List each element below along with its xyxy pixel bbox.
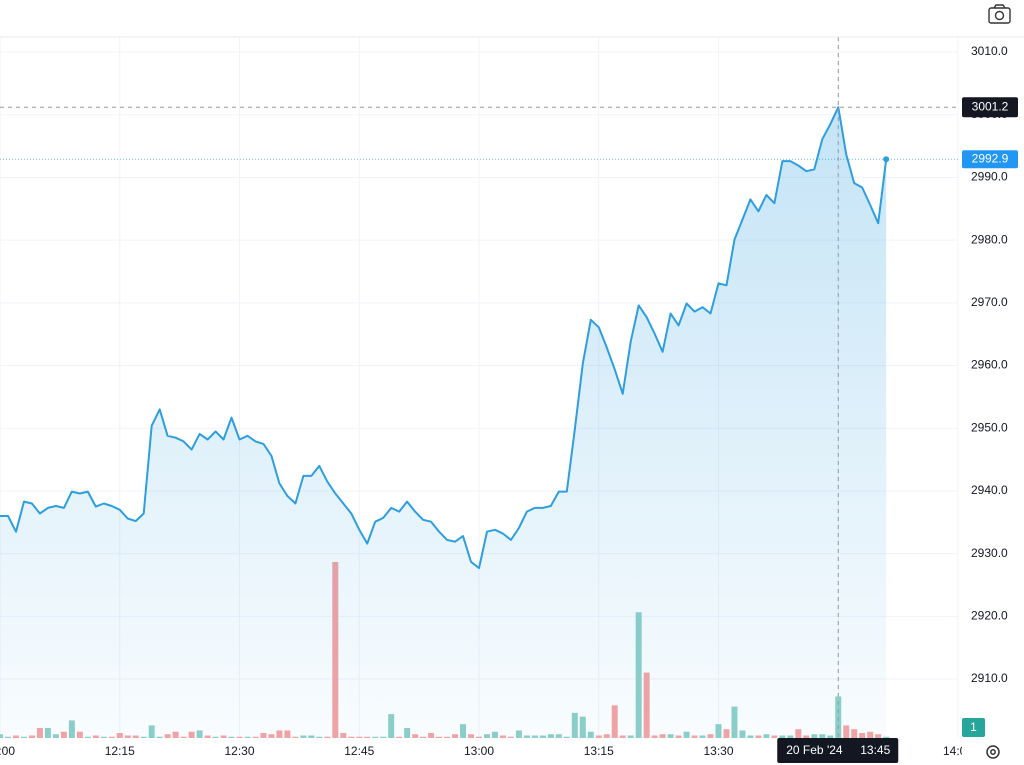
x-tick-label: 12:45 — [344, 744, 374, 758]
y-tick-label: 2990.0 — [971, 170, 1008, 184]
badges: 2992.9 3001.2 20 Feb '24 13:45 1 — [777, 97, 1018, 763]
x-tick-label: 12:15 — [105, 744, 135, 758]
x-tick-label: 13:15 — [584, 744, 614, 758]
x-tick-label: 13:00 — [464, 744, 494, 758]
crosshair-time-label: 13:45 — [860, 743, 890, 757]
x-tick-label: 12:00 — [0, 744, 15, 758]
price-axis-panel — [962, 0, 1024, 765]
crosshair-price-label: 3001.2 — [972, 99, 1009, 113]
price-line — [0, 106, 888, 570]
y-tick-label: 2970.0 — [971, 295, 1008, 309]
volume-badge — [962, 718, 985, 737]
x-tick-label: 12:30 — [224, 744, 254, 758]
volume-badge-label: 1 — [970, 720, 977, 734]
price-layer — [0, 106, 890, 738]
y-tick-label: 2960.0 — [971, 358, 1008, 372]
crosshair-layer — [0, 37, 958, 738]
crosshair-time-badge — [777, 738, 899, 763]
y-tick-label: 2910.0 — [971, 671, 1008, 685]
y-tick-label: 2920.0 — [971, 609, 1008, 623]
y-tick-label: 2950.0 — [971, 420, 1008, 434]
crosshair-date-label: 20 Feb '24 — [786, 743, 843, 757]
price-area — [0, 107, 887, 738]
x-tick-label: 13:30 — [703, 744, 733, 758]
y-tick-label: 3010.0 — [971, 44, 1008, 58]
y-tick-label: 2980.0 — [971, 232, 1008, 246]
camera-icon[interactable] — [988, 4, 1011, 24]
crosshair-price-badge — [962, 97, 1018, 118]
y-tick-label: 2940.0 — [971, 483, 1008, 497]
y-tick-label: 2930.0 — [971, 546, 1008, 560]
last-price-label: 2992.9 — [972, 151, 1009, 165]
settings-icon[interactable] — [986, 745, 1000, 759]
last-point — [883, 156, 890, 163]
last-price-badge — [962, 150, 1018, 169]
